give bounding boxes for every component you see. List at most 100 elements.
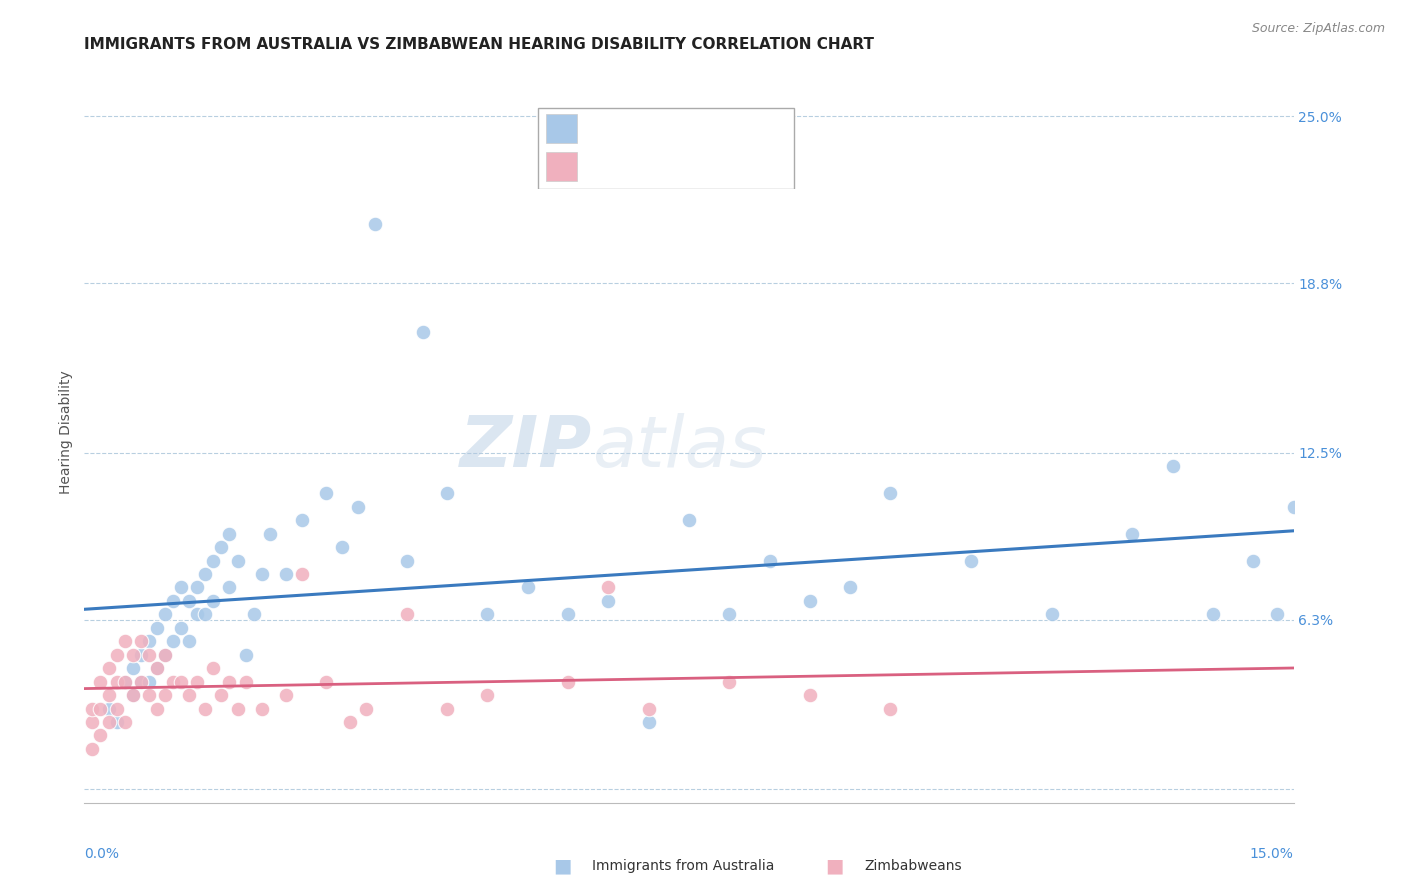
Point bbox=[557, 607, 579, 622]
Point bbox=[477, 607, 499, 622]
Point bbox=[114, 634, 136, 648]
Point bbox=[363, 217, 385, 231]
Text: ZIP: ZIP bbox=[460, 413, 592, 482]
Point bbox=[162, 674, 184, 689]
Point bbox=[274, 688, 297, 702]
FancyBboxPatch shape bbox=[538, 108, 794, 188]
Point bbox=[436, 701, 458, 715]
Point bbox=[138, 674, 160, 689]
Point bbox=[315, 674, 337, 689]
Point bbox=[97, 661, 120, 675]
Text: Zimbabweans: Zimbabweans bbox=[865, 859, 962, 872]
Point bbox=[114, 674, 136, 689]
Point bbox=[89, 729, 111, 743]
Point bbox=[1202, 607, 1225, 622]
Point bbox=[799, 594, 821, 608]
Point bbox=[162, 634, 184, 648]
Point bbox=[138, 688, 160, 702]
Point bbox=[202, 594, 225, 608]
Point bbox=[516, 581, 538, 595]
Point bbox=[202, 553, 225, 567]
Text: N =  50: N = 50 bbox=[713, 158, 787, 176]
Point bbox=[235, 648, 257, 662]
Point bbox=[138, 648, 160, 662]
Point bbox=[105, 714, 128, 729]
Text: atlas: atlas bbox=[592, 413, 766, 482]
Point bbox=[105, 701, 128, 715]
Point bbox=[114, 674, 136, 689]
Point bbox=[678, 513, 700, 527]
Point bbox=[146, 621, 169, 635]
Point bbox=[138, 634, 160, 648]
Point bbox=[291, 566, 314, 581]
Point bbox=[179, 634, 201, 648]
Text: R =  0.035: R = 0.035 bbox=[588, 158, 692, 176]
Bar bbox=[546, 153, 578, 181]
Point bbox=[477, 688, 499, 702]
Point bbox=[194, 607, 217, 622]
Point bbox=[356, 701, 378, 715]
Point bbox=[226, 701, 249, 715]
Text: Immigrants from Australia: Immigrants from Australia bbox=[592, 859, 775, 872]
Text: Source: ZipAtlas.com: Source: ZipAtlas.com bbox=[1251, 22, 1385, 36]
Point bbox=[153, 648, 176, 662]
Text: ■: ■ bbox=[825, 856, 844, 875]
Point bbox=[146, 701, 169, 715]
Point bbox=[395, 553, 418, 567]
Point bbox=[129, 634, 152, 648]
Point bbox=[153, 607, 176, 622]
Text: N =  61: N = 61 bbox=[713, 120, 787, 138]
Point bbox=[89, 701, 111, 715]
Point bbox=[412, 325, 434, 339]
Point bbox=[82, 714, 104, 729]
Point bbox=[170, 581, 193, 595]
Point bbox=[179, 594, 201, 608]
Point bbox=[250, 566, 273, 581]
Point bbox=[799, 688, 821, 702]
Point bbox=[162, 594, 184, 608]
Point bbox=[153, 648, 176, 662]
Point bbox=[1267, 607, 1289, 622]
Point bbox=[170, 621, 193, 635]
Text: IMMIGRANTS FROM AUSTRALIA VS ZIMBABWEAN HEARING DISABILITY CORRELATION CHART: IMMIGRANTS FROM AUSTRALIA VS ZIMBABWEAN … bbox=[84, 37, 875, 52]
Point bbox=[637, 701, 659, 715]
Point bbox=[330, 540, 353, 554]
Point bbox=[129, 648, 152, 662]
Point bbox=[146, 661, 169, 675]
Point bbox=[557, 674, 579, 689]
Point bbox=[194, 701, 217, 715]
Point bbox=[209, 540, 232, 554]
Point bbox=[218, 526, 240, 541]
Point bbox=[339, 714, 361, 729]
Point bbox=[879, 701, 901, 715]
Text: R =  0.378: R = 0.378 bbox=[588, 120, 692, 138]
Point bbox=[121, 688, 143, 702]
Point bbox=[1241, 553, 1264, 567]
Point bbox=[179, 688, 201, 702]
Point bbox=[1040, 607, 1063, 622]
Point bbox=[186, 581, 208, 595]
Text: 0.0%: 0.0% bbox=[84, 847, 120, 861]
Point bbox=[637, 714, 659, 729]
Point bbox=[97, 688, 120, 702]
Bar bbox=[546, 114, 578, 144]
Point bbox=[194, 566, 217, 581]
Point bbox=[250, 701, 273, 715]
Point bbox=[235, 674, 257, 689]
Point bbox=[259, 526, 281, 541]
Point bbox=[209, 688, 232, 702]
Point bbox=[879, 486, 901, 500]
Point bbox=[242, 607, 264, 622]
Point bbox=[291, 513, 314, 527]
Text: 15.0%: 15.0% bbox=[1250, 847, 1294, 861]
Point bbox=[146, 661, 169, 675]
Point bbox=[170, 674, 193, 689]
Point bbox=[114, 714, 136, 729]
Point bbox=[186, 674, 208, 689]
Point bbox=[315, 486, 337, 500]
Point bbox=[395, 607, 418, 622]
Point bbox=[960, 553, 983, 567]
Point bbox=[598, 594, 620, 608]
Point bbox=[274, 566, 297, 581]
Point bbox=[97, 714, 120, 729]
